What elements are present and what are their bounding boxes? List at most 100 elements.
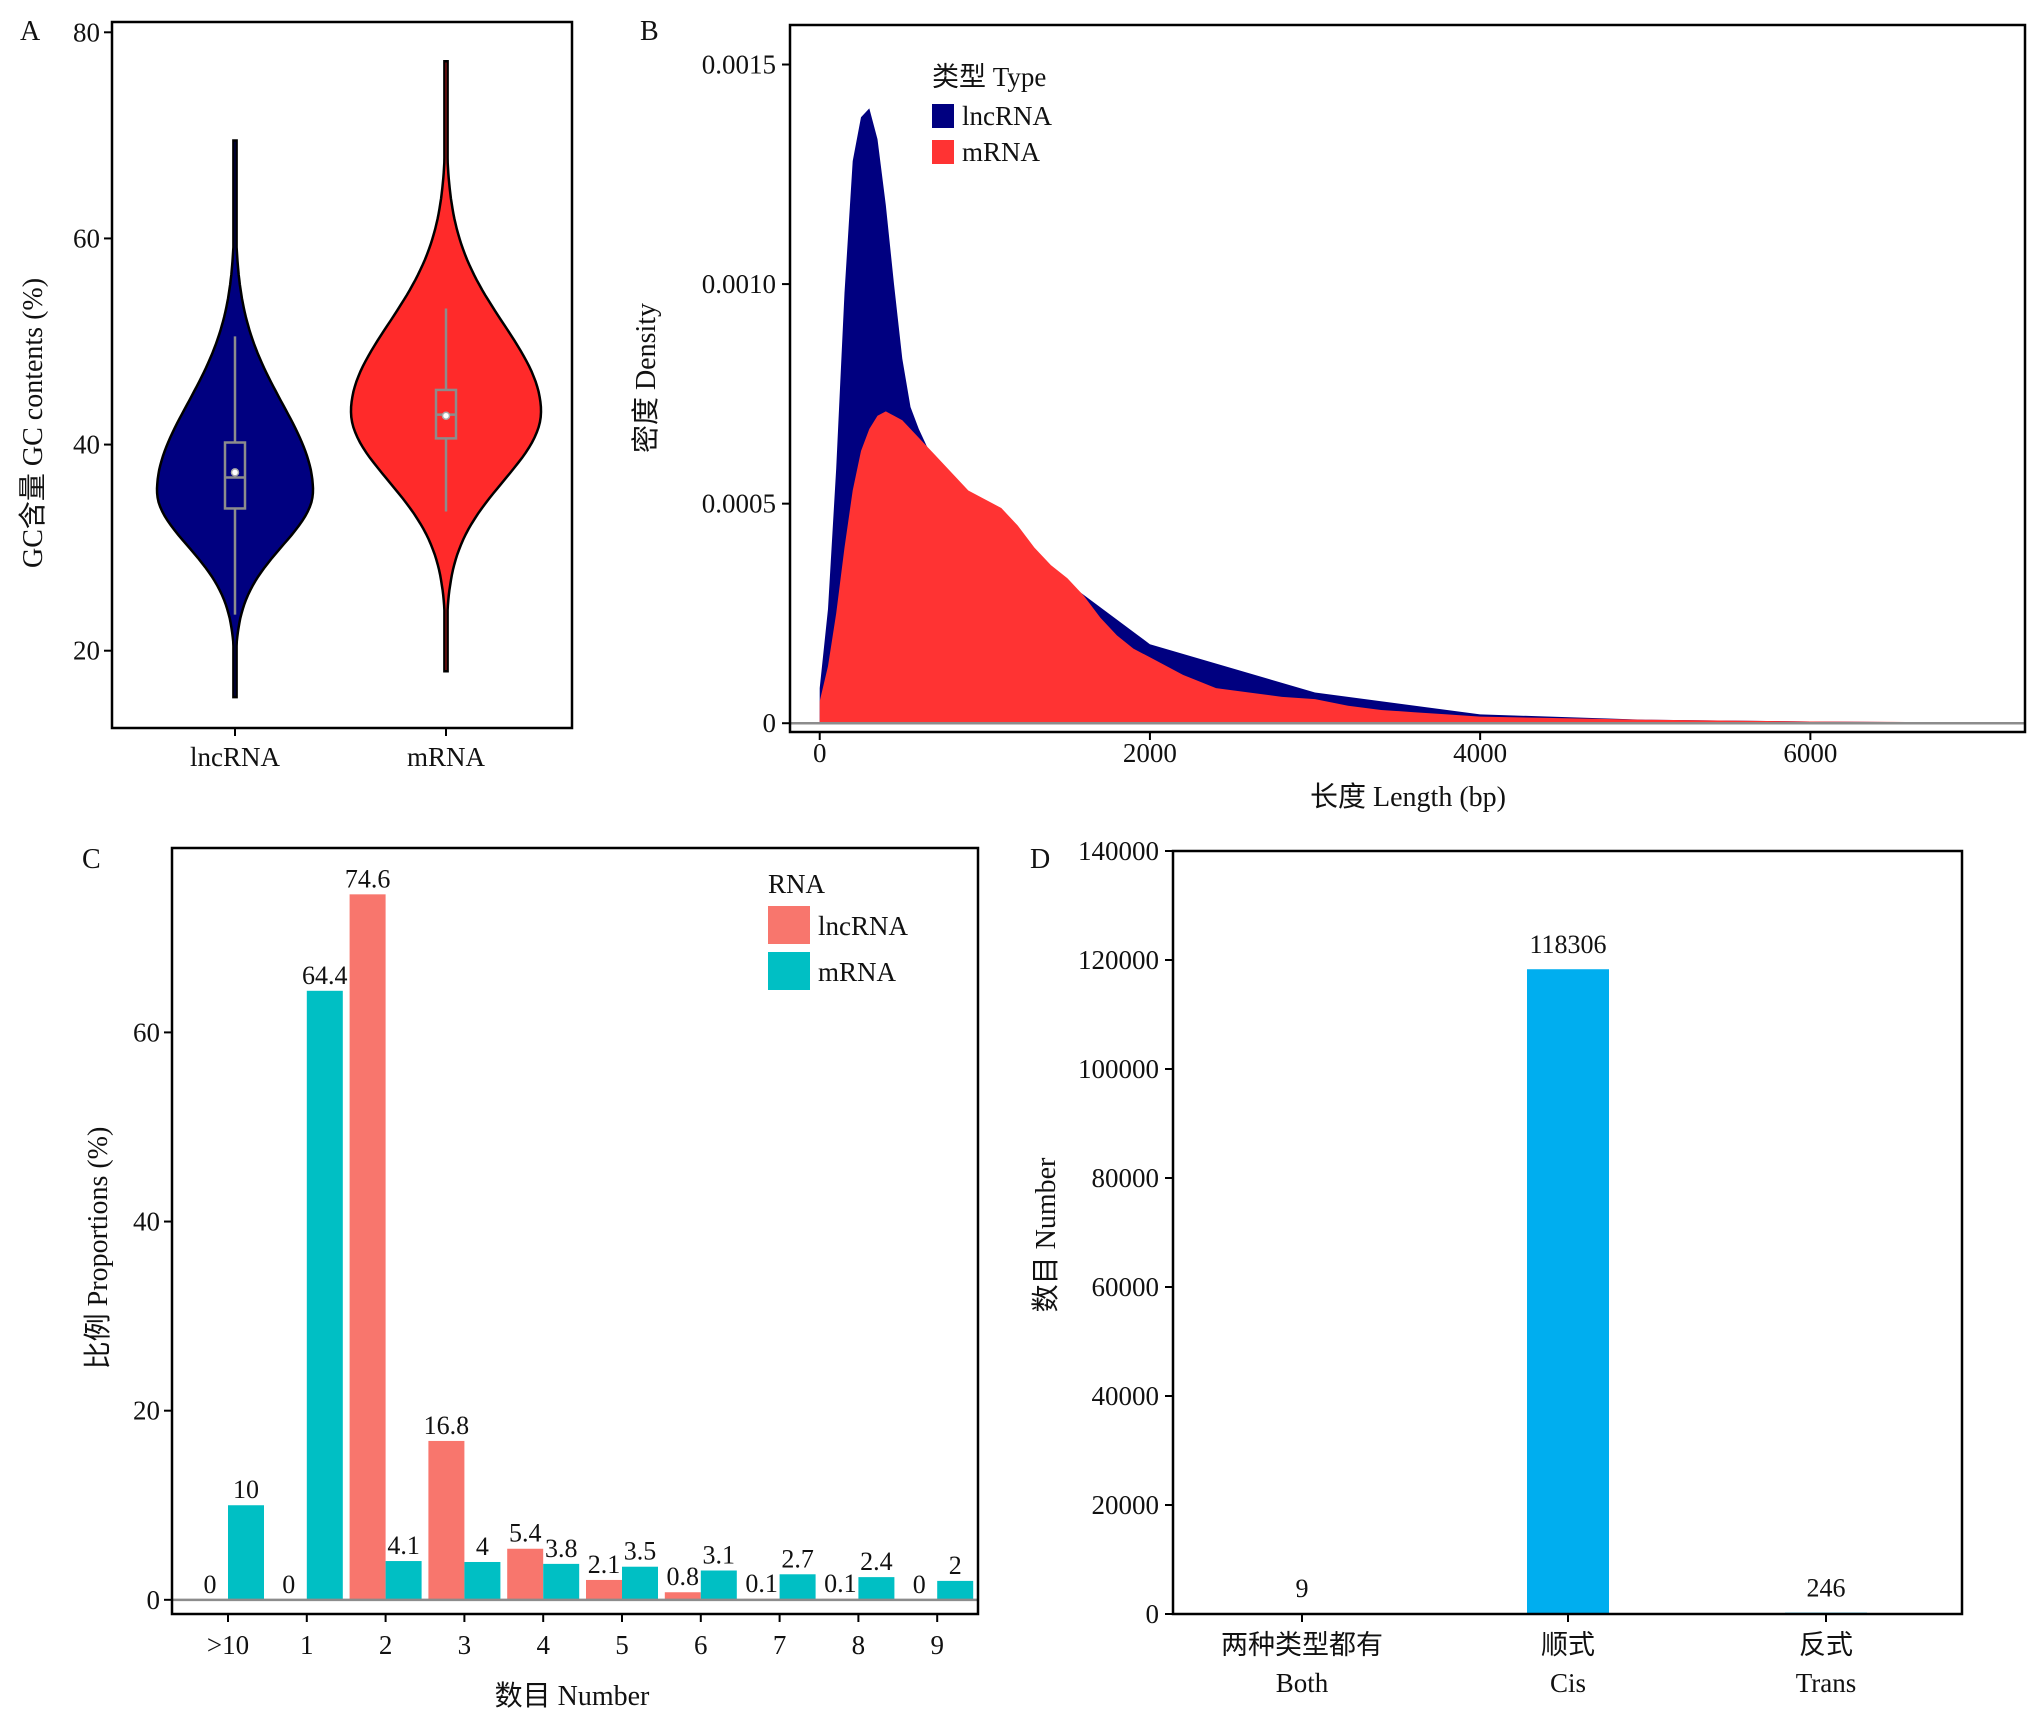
panel-b-legend-title: 类型 Type xyxy=(932,62,1046,92)
panel-a-ytick-label: 40 xyxy=(73,430,100,460)
panel-d-ytick-label: 80000 xyxy=(1092,1163,1160,1193)
panel-d-ytick-label: 100000 xyxy=(1078,1054,1159,1084)
panel-b-letter: B xyxy=(640,16,659,47)
panel-a-mean-point-mRNA xyxy=(441,411,451,420)
panel-c-xtick-label: 1 xyxy=(300,1630,314,1660)
panel-b-frame xyxy=(788,23,2027,734)
panel-d-xtick-label-en: Trans xyxy=(1796,1668,1857,1698)
panel-b-ytick-label: 0 xyxy=(763,708,777,738)
panel-c-bar-mRNA xyxy=(779,1574,816,1600)
panel-c-data-label-mRNA: 64.4 xyxy=(302,961,348,990)
panel-d-xtick-label-cn: 反式 xyxy=(1799,1630,1853,1660)
panel-a-ytick-label: 20 xyxy=(73,636,100,666)
panel-c-xlabel: 数目 Number xyxy=(495,1680,650,1712)
panel-c-data-label-mRNA: 10 xyxy=(233,1475,259,1504)
panel-b-ytick-label: 0.0010 xyxy=(702,269,776,299)
panel-c-bar-mRNA xyxy=(306,990,343,1600)
panel-c-bar-mRNA xyxy=(385,1561,422,1600)
panel-d-data-label: 9 xyxy=(1296,1574,1309,1603)
panel-c-xtick-label: 4 xyxy=(536,1630,550,1660)
panel-a-ylabel: GC含量 GC contents (%) xyxy=(17,278,49,568)
panel-b-legend-label-lncRNA: lncRNA xyxy=(962,101,1052,131)
panel-b-legend-swatch-lncRNA xyxy=(932,104,954,128)
panel-a-letter: A xyxy=(20,16,41,47)
panel-b-length-density: B 密度 Density 长度 Length (bp) 类型 Type 0 0.0… xyxy=(630,16,2027,813)
panel-b-density-area-mRNA xyxy=(819,411,2009,724)
panel-b-xtick-label: 4000 xyxy=(1453,738,1507,768)
panel-c-bar-mRNA xyxy=(543,1563,580,1600)
panel-c-data-label-mRNA: 3.5 xyxy=(624,1537,657,1566)
panel-c-bar-mRNA xyxy=(700,1570,737,1600)
panel-c-data-label-mRNA: 4 xyxy=(476,1532,489,1561)
panel-c-legend-label-lncRNA: lncRNA xyxy=(818,911,908,941)
panel-c-letter: C xyxy=(82,844,101,875)
panel-c-data-label-lncRNA: 0.8 xyxy=(667,1562,700,1591)
panel-a-ytick-label: 80 xyxy=(73,17,100,47)
panel-a-frame xyxy=(110,20,574,730)
panel-a-mean-point-lncRNA xyxy=(230,468,240,477)
panel-b-legend-swatch-mRNA xyxy=(932,140,954,164)
panel-c-xtick-label: 7 xyxy=(773,1630,787,1660)
panel-c-data-label-mRNA: 2 xyxy=(949,1551,962,1580)
panel-b-ytick-label: 0.0015 xyxy=(702,50,776,80)
panel-c-data-label-lncRNA: 0 xyxy=(913,1570,926,1599)
panel-c-bar-mRNA xyxy=(937,1580,974,1600)
panel-d-data-label: 118306 xyxy=(1529,930,1606,959)
panel-c-ytick-label: 0 xyxy=(147,1585,161,1615)
panel-c-legend-swatch-mRNA xyxy=(768,952,810,990)
panel-c-xtick-label: 8 xyxy=(852,1630,866,1660)
panel-c-bar-lncRNA xyxy=(428,1440,465,1600)
panel-a-gc-violin: A GC含量 GC contents (%) 20 40 60 80 lncRNA mRN… xyxy=(17,16,574,772)
panel-c-legend-title: RNA xyxy=(768,869,826,899)
panel-c-data-label-mRNA: 4.1 xyxy=(387,1531,420,1560)
panel-d-bar xyxy=(1527,969,1609,1614)
panel-c-bar-mRNA xyxy=(622,1566,658,1600)
panel-b-xtick-label: 0 xyxy=(813,738,827,768)
panel-c-ylabel: 比例 Proportions (%) xyxy=(82,1127,114,1370)
panel-c-data-label-lncRNA: 5.4 xyxy=(509,1519,542,1548)
panel-a-ytick-label: 60 xyxy=(73,223,100,253)
panel-a-xtick-label: lncRNA xyxy=(190,742,280,772)
panel-c-xtick-label: 6 xyxy=(694,1630,708,1660)
panel-c-xtick-label: 3 xyxy=(458,1630,472,1660)
panel-c-xtick-label: >10 xyxy=(207,1630,249,1660)
panel-c-bar-lncRNA xyxy=(349,894,386,1600)
panel-d-xtick-label-cn: 顺式 xyxy=(1541,1630,1595,1660)
panel-b-xtick-label: 6000 xyxy=(1783,738,1837,768)
panel-c-data-label-lncRNA: 0.1 xyxy=(745,1569,778,1598)
panel-c-legend-swatch-lncRNA xyxy=(768,906,810,944)
panel-b-ylabel: 密度 Density xyxy=(630,303,662,453)
panel-c-data-label-lncRNA: 0.1 xyxy=(824,1569,857,1598)
panel-c-data-label-mRNA: 2.4 xyxy=(860,1547,893,1576)
panel-c-xtick-label: 9 xyxy=(930,1630,944,1660)
panel-d-xtick-label-en: Both xyxy=(1276,1668,1329,1698)
panel-c-legend-label-mRNA: mRNA xyxy=(818,957,897,987)
panel-d-ytick-label: 0 xyxy=(1146,1599,1160,1629)
panel-d-xtick-label-cn: 两种类型都有 xyxy=(1221,1630,1383,1660)
panel-c-bar-lncRNA xyxy=(586,1579,622,1600)
panel-d-ytick-label: 20000 xyxy=(1092,1490,1160,1520)
panel-d-ytick-label: 40000 xyxy=(1092,1381,1160,1411)
panel-a-xtick-label: mRNA xyxy=(407,742,486,772)
panel-c-number-proportions: C 比例 Proportions (%) 数目 Number RNA 0 074.… xyxy=(82,844,980,1712)
panel-b-xtick-label: 2000 xyxy=(1123,738,1177,768)
panel-c-ytick-label: 20 xyxy=(133,1396,160,1426)
panel-c-data-label-lncRNA: 0 xyxy=(282,1570,295,1599)
panel-c-data-label-lncRNA: 0 xyxy=(204,1570,217,1599)
panel-c-frame xyxy=(170,846,980,1616)
panel-c-bar-lncRNA xyxy=(507,1548,544,1600)
panel-c-data-label-lncRNA: 74.6 xyxy=(345,864,391,893)
panel-c-data-label-mRNA: 3.8 xyxy=(545,1534,578,1563)
panel-c-data-label-mRNA: 3.1 xyxy=(703,1540,736,1569)
panel-d-cis-trans-counts: D 数目 Number 9 118306 246 0 20000 40000 60000 80… xyxy=(1030,836,1964,1698)
panel-c-xtick-label: 5 xyxy=(615,1630,629,1660)
panel-d-xtick-label-en: Cis xyxy=(1550,1668,1586,1698)
panel-d-ylabel: 数目 Number xyxy=(1030,1157,1062,1312)
panel-c-ytick-label: 60 xyxy=(133,1017,160,1047)
panel-b-ytick-label: 0.0005 xyxy=(702,489,776,519)
panel-c-bar-mRNA xyxy=(228,1505,264,1600)
panel-c-data-label-lncRNA: 16.8 xyxy=(424,1411,470,1440)
panel-c-ytick-label: 40 xyxy=(133,1207,160,1237)
panel-c-data-label-lncRNA: 2.1 xyxy=(588,1550,621,1579)
